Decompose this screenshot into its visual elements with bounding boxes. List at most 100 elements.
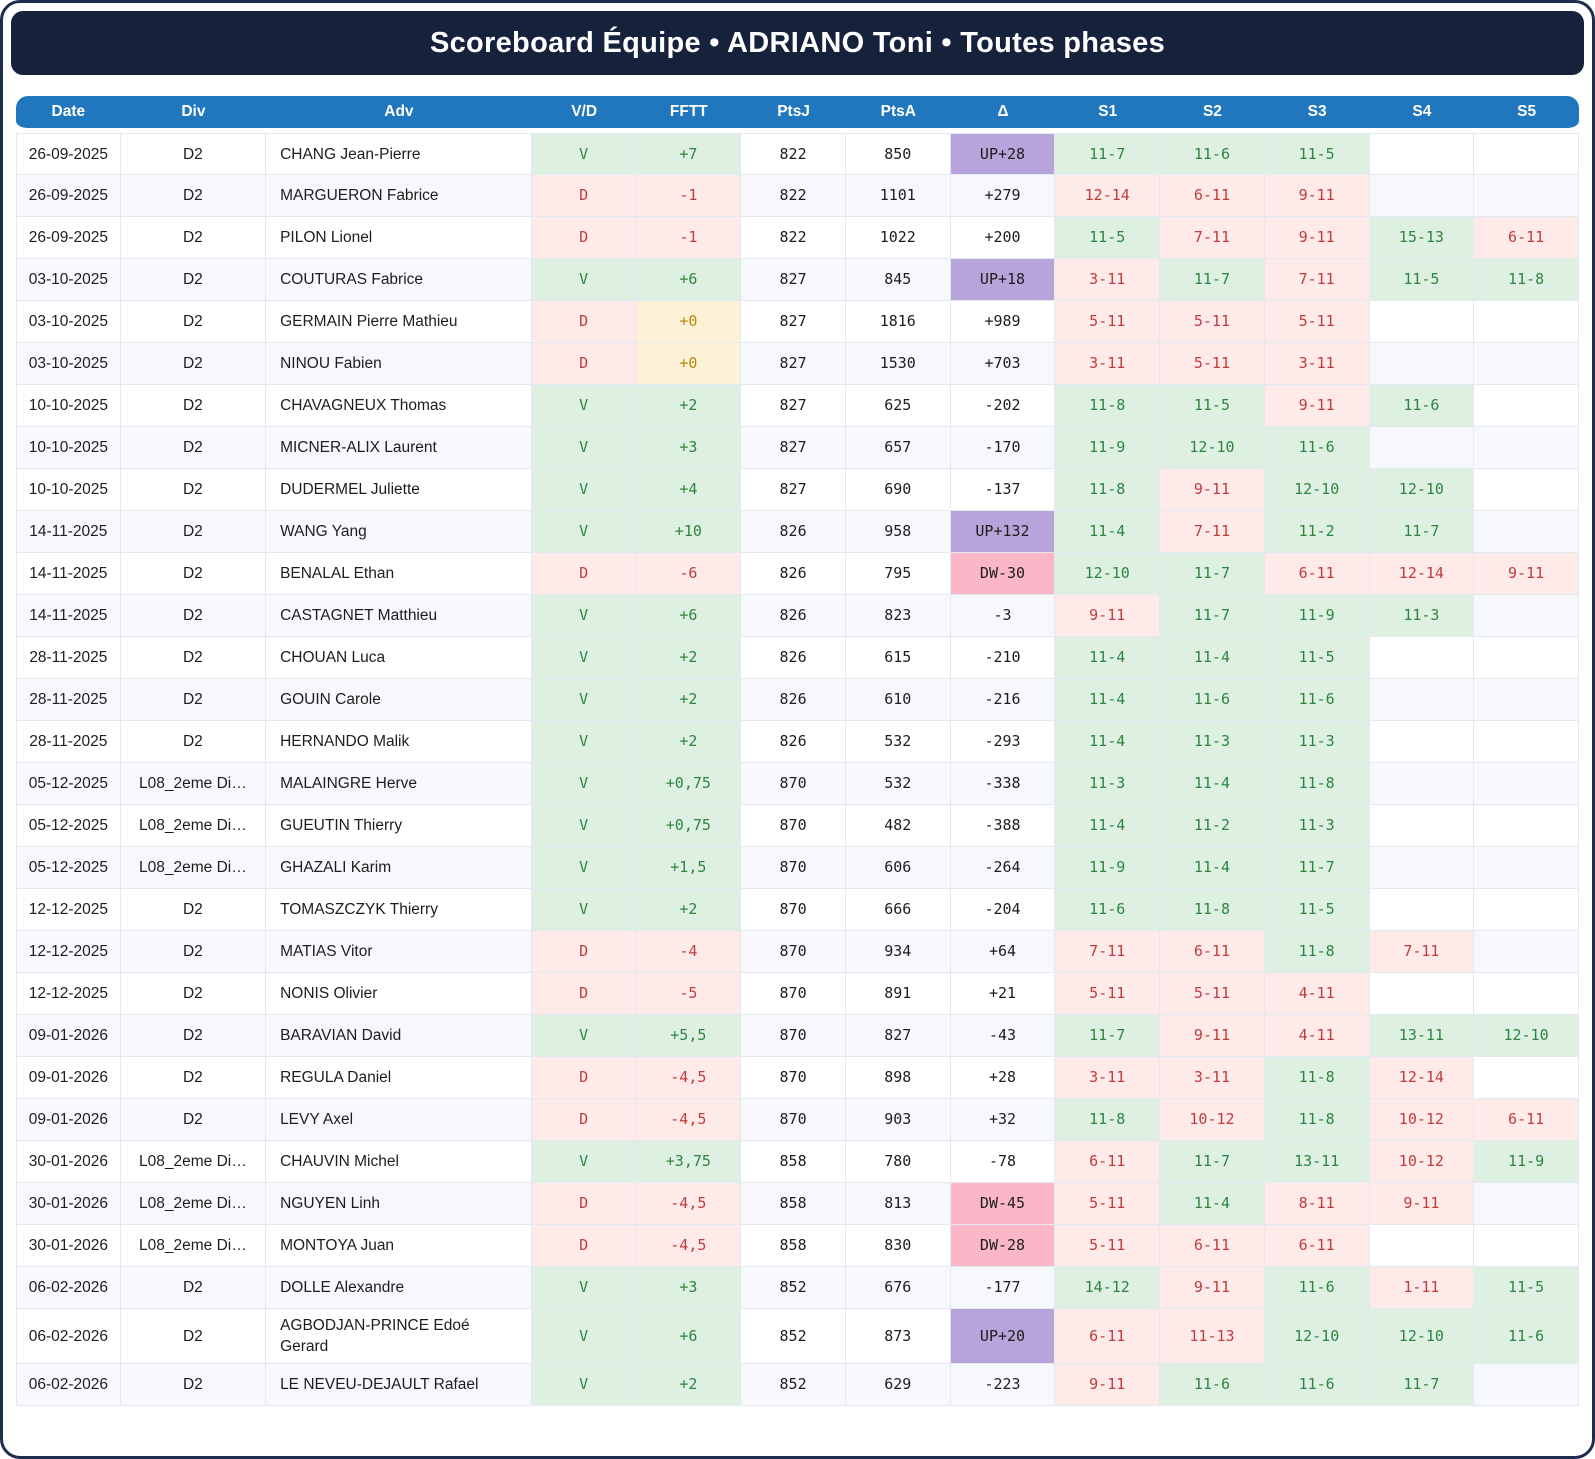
player-points-cell: 827 [741,343,846,385]
result-cell: V [531,385,637,427]
set5-score-cell [1474,1057,1579,1099]
adversary-points-cell: 676 [845,1267,951,1309]
set1-score-cell: 11-7 [1055,1015,1161,1057]
set2-score-cell: 11-7 [1160,259,1265,301]
scoreboard-table: Date Div Adv V/D FFTT PtsJ PtsA Δ S1 S2 … [16,96,1579,1406]
result-cell: V [531,511,637,553]
delta-badge: -204 [950,889,1056,931]
fftt-points-cell: +3 [636,427,742,469]
set4-score-cell: 1-11 [1369,1267,1475,1309]
adversary-cell: BARAVIAN David [266,1015,532,1057]
set5-score-cell [1474,847,1579,889]
set1-score-cell: 11-8 [1055,469,1161,511]
result-cell: V [531,1015,637,1057]
date-cell: 28-11-2025 [16,721,121,763]
adversary-cell: CHOUAN Luca [266,637,532,679]
adversary-cell: NONIS Olivier [266,973,532,1015]
result-cell: D [531,1099,637,1141]
delta-badge: UP+20 [950,1309,1056,1364]
player-points-cell: 827 [741,259,846,301]
adversary-cell: WANG Yang [266,511,532,553]
adversary-points-cell: 898 [845,1057,951,1099]
delta-badge: -202 [950,385,1056,427]
adversary-points-cell: 629 [845,1364,951,1406]
delta-badge: -43 [950,1015,1056,1057]
set3-score-cell: 11-8 [1264,931,1370,973]
date-cell: 09-01-2026 [16,1099,121,1141]
date-cell: 12-12-2025 [16,931,121,973]
set5-score-cell [1474,469,1579,511]
set5-score-cell: 11-6 [1474,1309,1579,1364]
table-row: 09-01-2026 D2 BARAVIAN David V +5,5 870 … [16,1015,1579,1057]
fftt-points-cell: -4,5 [636,1183,742,1225]
set2-score-cell: 5-11 [1160,301,1265,343]
adversary-points-cell: 1816 [845,301,951,343]
result-cell: D [531,175,637,217]
date-cell: 10-10-2025 [16,385,121,427]
adversary-cell: CHANG Jean-Pierre [266,133,532,175]
delta-badge: +64 [950,931,1056,973]
table-row: 09-01-2026 D2 LEVY Axel D -4,5 870 903 +… [16,1099,1579,1141]
set4-score-cell: 9-11 [1369,1183,1475,1225]
set1-score-cell: 14-12 [1055,1267,1161,1309]
set2-score-cell: 9-11 [1160,469,1265,511]
result-cell: D [531,931,637,973]
set3-score-cell: 12-10 [1264,1309,1370,1364]
delta-badge: +21 [950,973,1056,1015]
table-row: 05-12-2025 L08_2eme Di… MALAINGRE Herve … [16,763,1579,805]
date-cell: 05-12-2025 [16,763,121,805]
player-points-cell: 827 [741,427,846,469]
set5-score-cell [1474,931,1579,973]
set4-score-cell: 12-10 [1369,1309,1475,1364]
table-row: 12-12-2025 D2 MATIAS Vitor D -4 870 934 … [16,931,1579,973]
set4-score-cell [1369,133,1475,175]
column-header-s3: S3 [1264,96,1370,133]
result-cell: V [531,1267,637,1309]
adversary-points-cell: 873 [845,1309,951,1364]
adversary-points-cell: 780 [845,1141,951,1183]
set5-score-cell [1474,679,1579,721]
title-band: Scoreboard Équipe • ADRIANO Toni • Toute… [11,11,1584,75]
date-cell: 05-12-2025 [16,847,121,889]
adversary-points-cell: 850 [845,133,951,175]
date-cell: 12-12-2025 [16,973,121,1015]
division-cell: D2 [120,511,267,553]
delta-badge: DW-30 [950,553,1056,595]
set5-score-cell [1474,1364,1579,1406]
result-cell: V [531,847,637,889]
set2-score-cell: 11-7 [1160,595,1265,637]
set5-score-cell [1474,1183,1579,1225]
set1-score-cell: 3-11 [1055,1057,1161,1099]
result-cell: V [531,721,637,763]
player-points-cell: 870 [741,973,846,1015]
result-cell: V [531,1309,637,1364]
delta-badge: -223 [950,1364,1056,1406]
result-cell: V [531,679,637,721]
set2-score-cell: 9-11 [1160,1015,1265,1057]
set1-score-cell: 6-11 [1055,1141,1161,1183]
adversary-cell: PILON Lionel [266,217,532,259]
column-header-div: Div [120,96,267,133]
set1-score-cell: 11-8 [1055,1099,1161,1141]
adversary-points-cell: 823 [845,595,951,637]
table-row: 12-12-2025 D2 TOMASZCZYK Thierry V +2 87… [16,889,1579,931]
player-points-cell: 870 [741,1015,846,1057]
delta-badge: UP+18 [950,259,1056,301]
set4-score-cell: 13-11 [1369,1015,1475,1057]
result-cell: V [531,805,637,847]
set3-score-cell: 9-11 [1264,385,1370,427]
set3-score-cell: 3-11 [1264,343,1370,385]
player-points-cell: 858 [741,1225,846,1267]
fftt-points-cell: +10 [636,511,742,553]
date-cell: 03-10-2025 [16,343,121,385]
adversary-points-cell: 610 [845,679,951,721]
fftt-points-cell: +7 [636,133,742,175]
set3-score-cell: 11-2 [1264,511,1370,553]
set1-score-cell: 11-4 [1055,721,1161,763]
set4-score-cell: 10-12 [1369,1099,1475,1141]
table-row: 03-10-2025 D2 NINOU Fabien D +0 827 1530… [16,343,1579,385]
fftt-points-cell: +6 [636,595,742,637]
set4-score-cell: 11-6 [1369,385,1475,427]
column-header-s5: S5 [1474,96,1579,133]
adversary-cell: MARGUERON Fabrice [266,175,532,217]
